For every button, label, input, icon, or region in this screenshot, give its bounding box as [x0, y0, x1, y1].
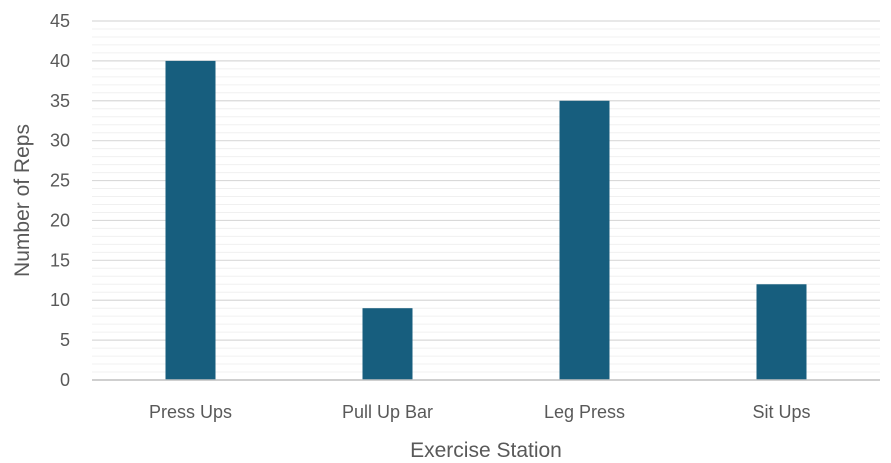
y-tick-labels: 0 5 10 15 20 25 30 35 40 45 — [50, 11, 70, 390]
x-tick-label: Sit Ups — [752, 402, 810, 422]
y-tick-label: 45 — [50, 11, 70, 31]
bar — [756, 284, 807, 380]
x-tick-label: Leg Press — [544, 402, 625, 422]
y-tick-label: 40 — [50, 51, 70, 71]
y-tick-label: 10 — [50, 290, 70, 310]
x-tick-labels: Press Ups Pull Up Bar Leg Press Sit Ups — [149, 402, 811, 422]
y-axis-title: Number of Reps — [11, 124, 34, 277]
bar — [362, 308, 413, 380]
x-axis-title: Exercise Station — [410, 439, 562, 462]
y-tick-label: 25 — [50, 171, 70, 191]
y-tick-label: 15 — [50, 250, 70, 270]
y-tick-label: 20 — [50, 210, 70, 230]
y-tick-label: 30 — [50, 131, 70, 151]
bar — [559, 100, 610, 381]
major-gridlines — [92, 20, 880, 341]
x-tick-label: Press Ups — [149, 402, 232, 422]
bars — [165, 60, 807, 381]
x-tick-label: Pull Up Bar — [342, 402, 433, 422]
minor-gridlines — [92, 28, 880, 373]
y-tick-label: 35 — [50, 91, 70, 111]
bar — [165, 60, 216, 381]
y-tick-label: 5 — [60, 330, 70, 350]
y-tick-label: 0 — [60, 370, 70, 390]
